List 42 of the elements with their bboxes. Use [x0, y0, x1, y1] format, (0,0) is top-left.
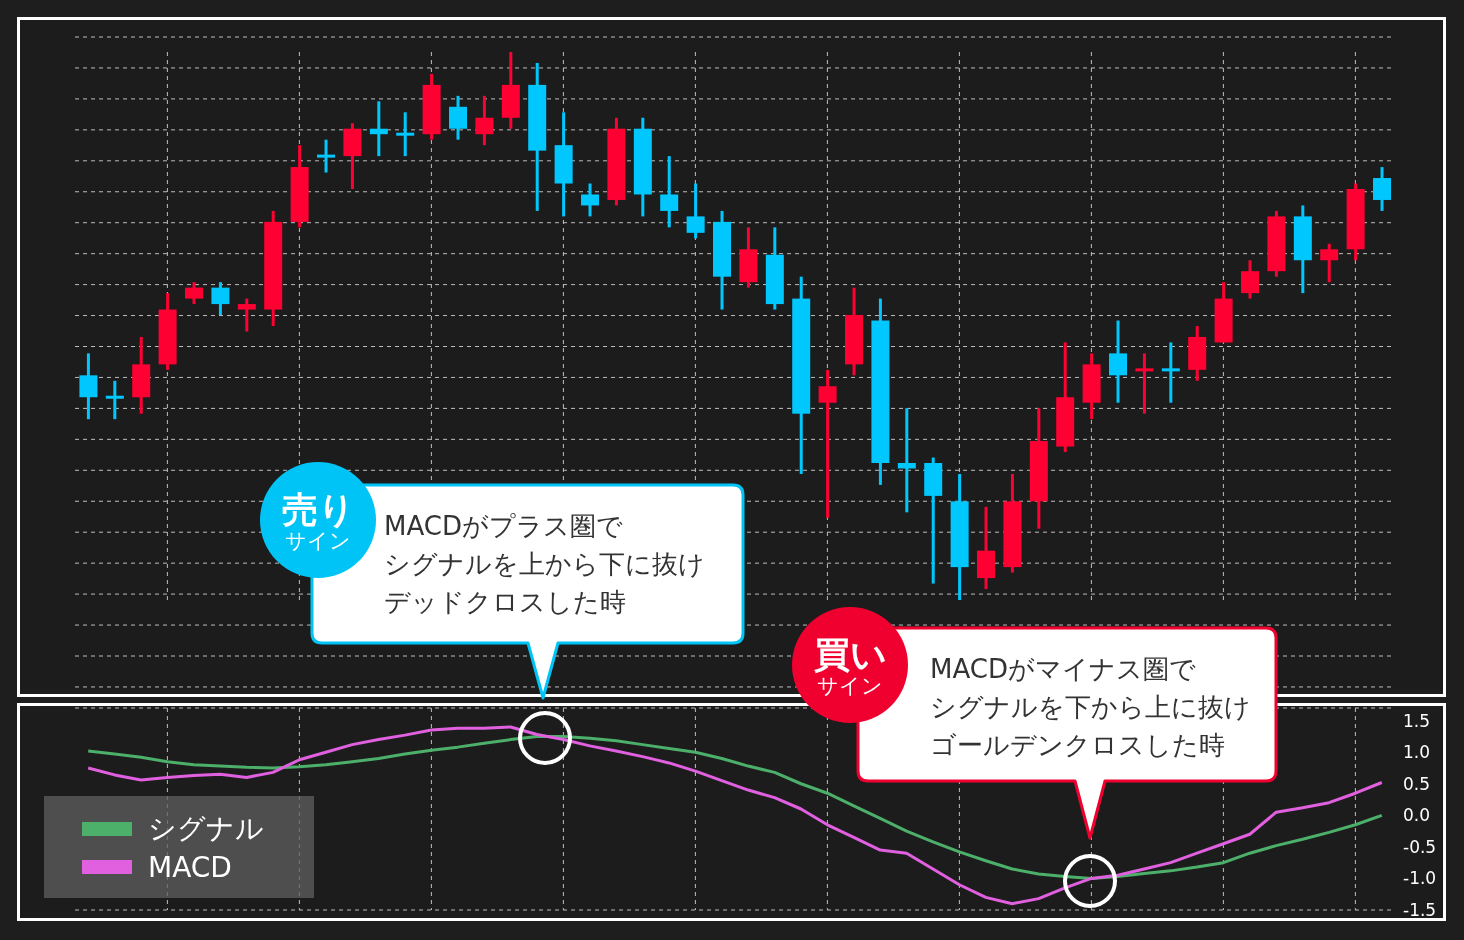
text: MACDがマイナス圏で: [930, 653, 1197, 686]
y-tick-label: -0.5: [1403, 836, 1437, 857]
annotation: デッドクロスした時: [384, 586, 627, 619]
line-series: [86, 725, 1384, 906]
y-tick-label: 0.0: [1403, 805, 1431, 826]
candlestick: [105, 379, 124, 421]
annotation: MACDがプラス圏で: [384, 510, 624, 543]
candlestick: [1241, 260, 1260, 299]
y-tick-label: 0.5: [1403, 773, 1431, 794]
text: サイン: [816, 674, 884, 698]
candlestick: [237, 298, 256, 332]
legend-label: シグナル: [148, 811, 264, 847]
candlestick: [185, 282, 204, 306]
candlestick: [818, 368, 837, 518]
candlestick: [581, 183, 600, 217]
candlestick: [79, 353, 98, 421]
candlestick: [686, 183, 705, 239]
candlestick: [1373, 167, 1392, 211]
y-tick-label: -1.0: [1403, 868, 1437, 889]
annotation: シグナルを下から上に抜け: [930, 691, 1251, 724]
y-tick-label: 1.5: [1403, 710, 1431, 731]
text: 買い: [812, 634, 888, 675]
candlestick: [449, 94, 468, 140]
line-series: [86, 734, 1384, 880]
candlestick: [1109, 320, 1128, 403]
candlestick: [1161, 342, 1180, 403]
legend-label: MACD: [148, 850, 232, 884]
annotation: シグナルを上から下に抜け: [384, 548, 705, 581]
candlestick: [475, 94, 494, 147]
candlestick: [211, 282, 230, 317]
annotation: ゴールデンクロスした時: [930, 729, 1226, 762]
candlestick: [317, 139, 336, 173]
y-tick-label: -1.5: [1403, 900, 1437, 921]
candlestick: [396, 112, 415, 158]
y-tick-label: 1.0: [1403, 742, 1431, 763]
candlestick: [1135, 353, 1154, 414]
annotation: 売り: [280, 489, 356, 530]
candlestick: [1320, 242, 1339, 284]
candlestick: [369, 101, 388, 158]
candlestick: [660, 156, 679, 228]
annotation: サイン: [284, 529, 352, 553]
candlestick: [897, 408, 916, 513]
